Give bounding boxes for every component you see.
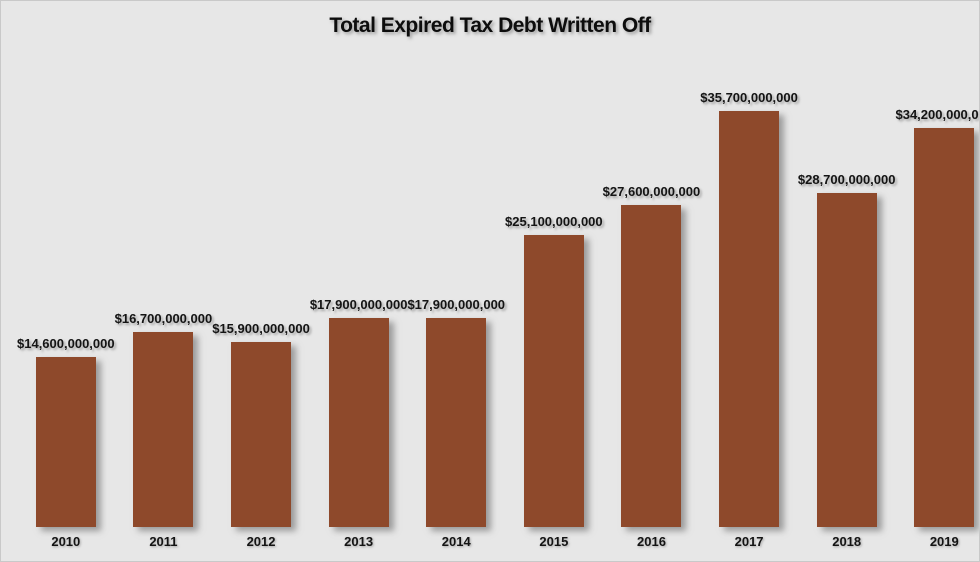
x-tick-2013: 2013	[344, 534, 374, 549]
x-tick-2014: 2014	[441, 534, 471, 549]
bar-2016	[621, 205, 682, 527]
x-tick-2019: 2019	[929, 534, 959, 549]
data-label-2010: $14,600,000,000	[17, 336, 115, 351]
bar-group-2014: $17,900,000,000 2014	[407, 1, 505, 550]
x-tick-2010: 2010	[51, 534, 81, 549]
bar-2014	[426, 318, 487, 527]
bar-2019	[914, 128, 975, 527]
bar-2011	[133, 332, 194, 527]
bar-2015	[523, 235, 584, 527]
data-label-2014: $17,900,000,000	[407, 297, 506, 312]
bar-group-2017: $35,700,000,000 2017	[700, 1, 798, 550]
x-tick-2018: 2018	[832, 534, 862, 549]
data-label-2012: $15,900,000,000	[212, 321, 310, 336]
bar-group-2018: $28,700,000,000 2018	[798, 1, 896, 550]
x-tick-2011: 2011	[149, 534, 178, 549]
bar-group-2011: $16,700,000,000 2011	[115, 1, 213, 550]
bar-group-2015: $25,100,000,000 2015	[505, 1, 603, 550]
bar-2013	[328, 318, 389, 527]
x-tick-2012: 2012	[246, 534, 276, 549]
bar-2012	[231, 342, 292, 527]
bar-group-2010: $14,600,000,000 2010	[17, 1, 115, 550]
data-label-2015: $25,100,000,000	[505, 214, 603, 229]
data-label-2019: $34,200,000,000	[895, 107, 979, 122]
data-label-2016: $27,600,000,000	[602, 184, 701, 199]
bar-group-2013: $17,900,000,000 2013	[310, 1, 408, 550]
chart-title: Total Expired Tax Debt Written Off	[329, 14, 651, 37]
plot-area: $14,600,000,000 2010 $16,700,000,000 201…	[17, 1, 979, 550]
bar-group-2012: $15,900,000,000 2012	[212, 1, 310, 550]
bar-2018	[816, 193, 877, 527]
data-label-2011: $16,700,000,000	[114, 311, 213, 326]
x-tick-2015: 2015	[539, 534, 569, 549]
data-label-2017: $35,700,000,000	[700, 90, 798, 105]
bar-group-2019: $34,200,000,000 2019	[895, 1, 979, 550]
bar-group-2016: $27,600,000,000 2016	[603, 1, 701, 550]
x-tick-2017: 2017	[734, 534, 764, 549]
data-label-2018: $28,700,000,000	[797, 172, 896, 187]
bar-2017	[719, 111, 780, 527]
data-label-2013: $17,900,000,000	[309, 297, 408, 312]
x-tick-2016: 2016	[637, 534, 666, 549]
bar-2010	[35, 357, 96, 527]
